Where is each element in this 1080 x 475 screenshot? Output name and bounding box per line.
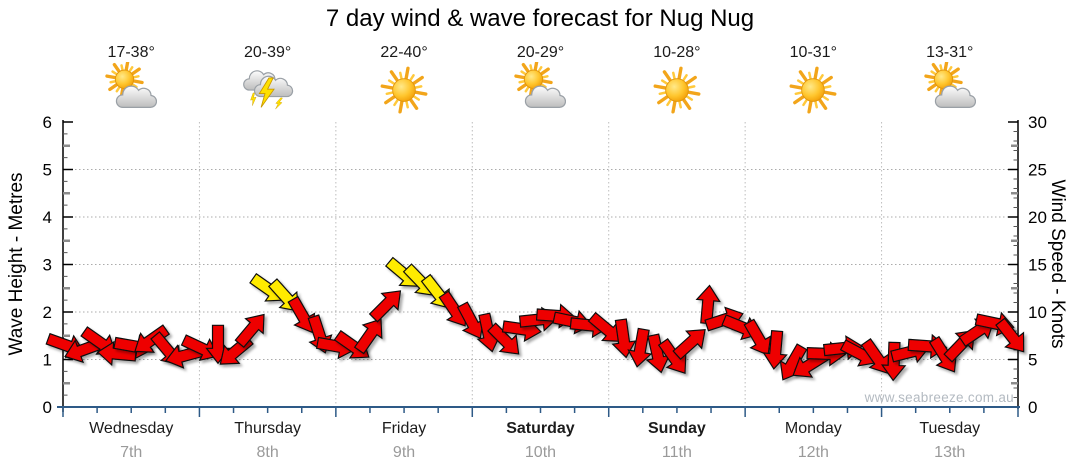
left-axis-tick-label: 2 <box>43 303 52 322</box>
day-name: Sunday <box>648 420 706 437</box>
temperature-label: 22-40° <box>380 44 428 61</box>
partly-cloudy-icon <box>514 62 567 108</box>
wind-arrow <box>180 334 220 362</box>
day-name: Friday <box>381 420 427 437</box>
left-axis-tick-label: 4 <box>43 208 52 227</box>
wind-arrows <box>45 256 1025 382</box>
right-axis-tick-label: 5 <box>1028 351 1037 370</box>
wind-arrow <box>353 318 383 355</box>
wind-arrow <box>762 329 788 370</box>
temperature-label: 10-31° <box>789 44 837 61</box>
chart-title: 7 day wind & wave forecast for Nug Nug <box>325 5 755 32</box>
weather-icon-cell <box>199 62 335 118</box>
wind-arrow <box>611 318 637 359</box>
day-names-row: Wednesday Thursday Friday Saturday Sunda… <box>63 420 1018 438</box>
sunny-icon <box>653 66 701 114</box>
partly-cloudy-icon <box>924 62 976 108</box>
weather-icon-cell <box>745 62 881 118</box>
right-axis: 0 5 10 15 20 25 30 <box>1008 113 1047 417</box>
right-axis-tick-label: 20 <box>1028 208 1047 227</box>
day-name: Wednesday <box>89 420 174 437</box>
day-date: 11th <box>661 444 692 461</box>
wind-arrow <box>645 333 671 374</box>
right-axis-title: Wind Speed - Knots <box>1047 179 1068 349</box>
wind-arrow <box>487 322 520 355</box>
sunny-icon <box>380 66 428 114</box>
right-axis-tick-label: 10 <box>1028 303 1047 322</box>
wind-arrow <box>456 301 485 340</box>
left-axis-tick-label: 3 <box>43 256 52 275</box>
wind-arrow <box>743 318 772 356</box>
sunny-icon <box>789 66 837 114</box>
weather-icons-row <box>63 62 1018 118</box>
day-name: Saturday <box>506 420 575 437</box>
wind-arrow <box>587 311 622 342</box>
watermark: www.seabreeze.com.au <box>864 390 1014 405</box>
weather-icon-cell <box>63 62 199 118</box>
day-name: Thursday <box>234 420 301 437</box>
day-date: 12th <box>797 444 829 461</box>
right-axis-tick-label: 25 <box>1028 161 1047 180</box>
left-axis-tick-label: 1 <box>43 351 52 370</box>
left-axis: 0 1 2 3 4 5 6 <box>43 113 73 417</box>
time-axis <box>57 406 1020 417</box>
temperature-label: 13-31° <box>926 44 974 61</box>
partly-cloudy-icon <box>105 62 158 108</box>
day-name: Monday <box>784 420 842 437</box>
wind-arrow <box>672 329 706 361</box>
day-name: Tuesday <box>919 420 981 437</box>
day-dates-row: 7th 8th 9th 10th 11th 12th 13th <box>63 444 1018 462</box>
wind-arrow <box>287 295 316 334</box>
weather-icon-cell <box>882 62 1018 118</box>
right-axis-tick-label: 0 <box>1028 398 1037 417</box>
weather-icon-cell <box>472 62 608 118</box>
day-date: 9th <box>392 444 416 461</box>
temperature-label: 10-28° <box>653 44 701 61</box>
left-axis-tick-label: 6 <box>43 113 52 132</box>
temperature-label: 20-29° <box>516 44 565 61</box>
weather-icon-cell <box>336 62 472 118</box>
day-date: 7th <box>120 444 143 461</box>
right-axis-tick-label: 15 <box>1028 256 1047 275</box>
thunderstorm-icon <box>242 70 293 110</box>
temperature-label: 20-39° <box>243 44 292 61</box>
temperature-label: 17-38° <box>107 44 155 61</box>
right-axis-tick-label: 30 <box>1028 113 1047 132</box>
weather-icon-cell <box>609 62 745 118</box>
day-date: 8th <box>256 444 279 461</box>
day-date: 13th <box>934 444 966 461</box>
wind-arrow <box>234 313 265 349</box>
wind-arrow <box>995 317 1025 353</box>
wind-arrow <box>368 290 402 323</box>
left-axis-title: Wave Height - Metres <box>6 172 27 356</box>
temperature-row: 17-38° 20-39° 22-40° 20-29° 10-28° 10-31… <box>63 44 1018 62</box>
left-axis-tick-label: 5 <box>43 161 52 180</box>
wind-arrow <box>627 327 653 368</box>
left-axis-tick-label: 0 <box>43 398 52 417</box>
day-date: 10th <box>524 444 557 461</box>
